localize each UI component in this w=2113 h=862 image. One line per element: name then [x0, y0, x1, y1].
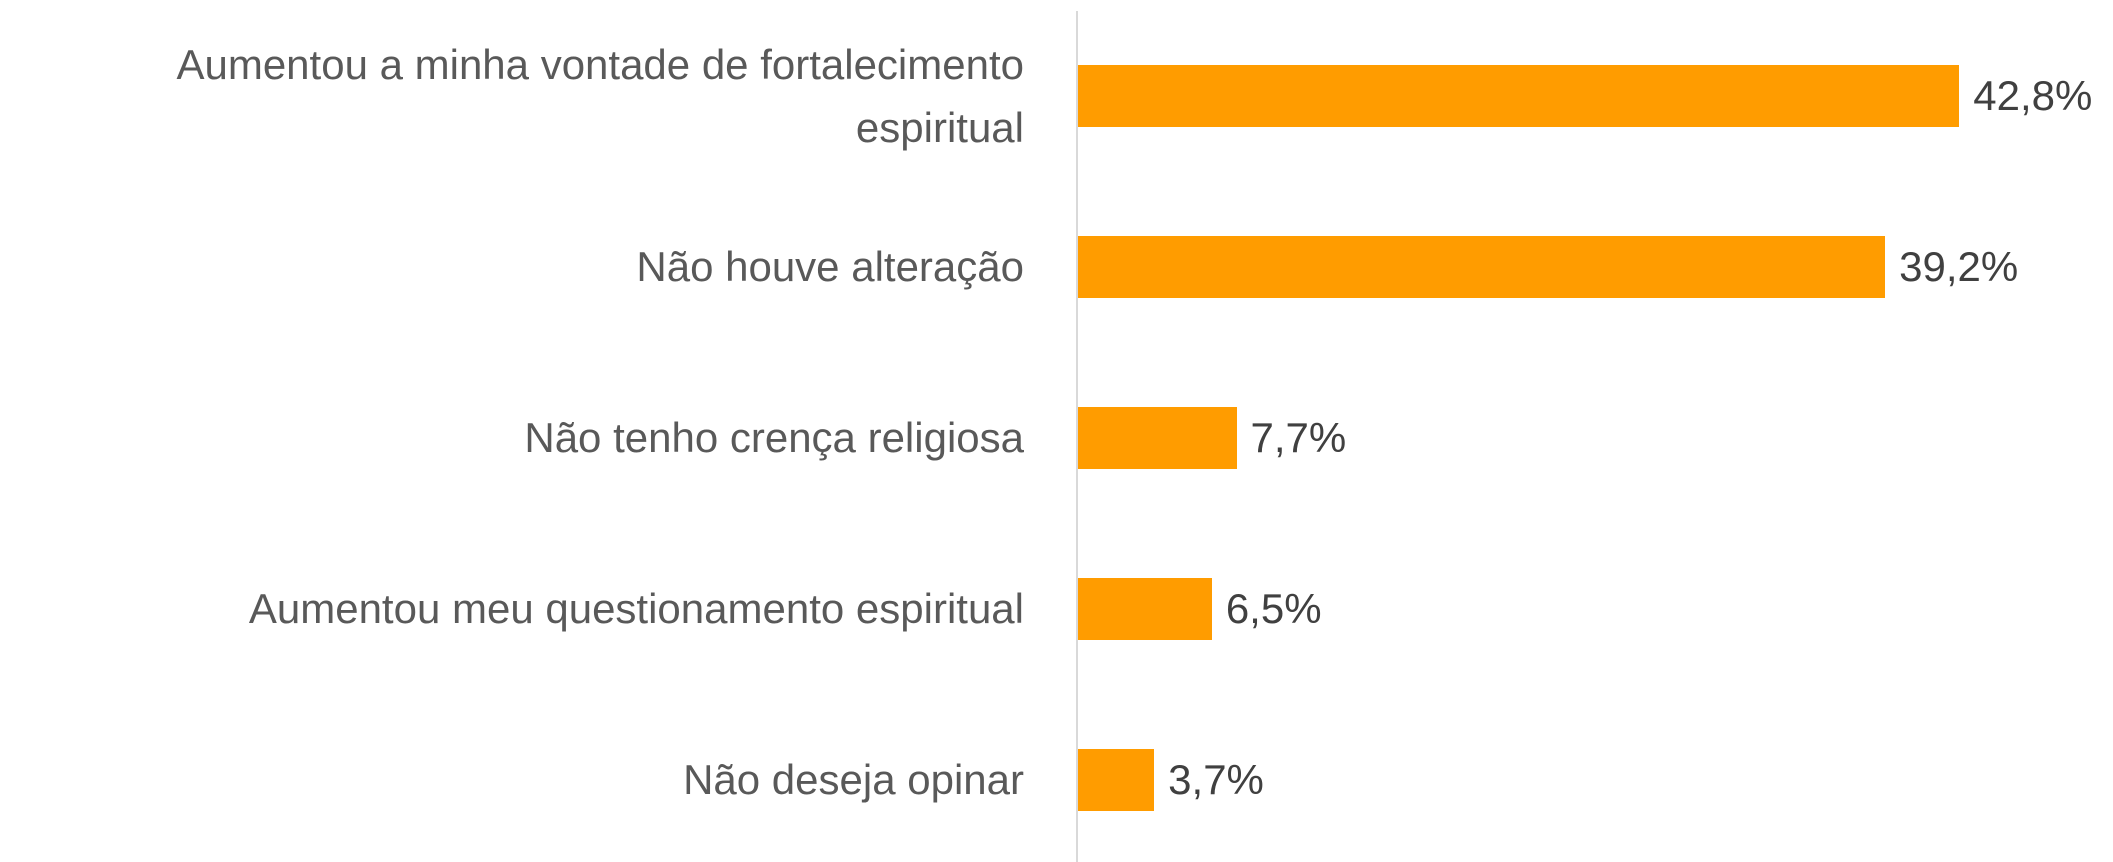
bar [1078, 235, 1886, 298]
category-label: Aumentou a minha vontade de fortalecimen… [176, 40, 1024, 151]
bar [1078, 748, 1155, 811]
category-label: Não deseja opinar [683, 756, 1024, 803]
category-axis-line [1076, 11, 1078, 862]
value-label: 6,5% [1225, 584, 1322, 632]
category-label: Aumentou meu questionamento espiritual [248, 585, 1024, 632]
bar [1078, 406, 1237, 469]
value-label: 7,7% [1250, 413, 1347, 461]
value-label: 42,8% [1973, 71, 2093, 119]
category-label: Não houve alteração [636, 243, 1024, 290]
value-label: 3,7% [1168, 755, 1264, 803]
value-label: 39,2% [1899, 242, 2019, 290]
bar [1078, 64, 1960, 127]
bar [1078, 577, 1212, 640]
category-label: Não tenho crença religiosa [524, 414, 1024, 461]
